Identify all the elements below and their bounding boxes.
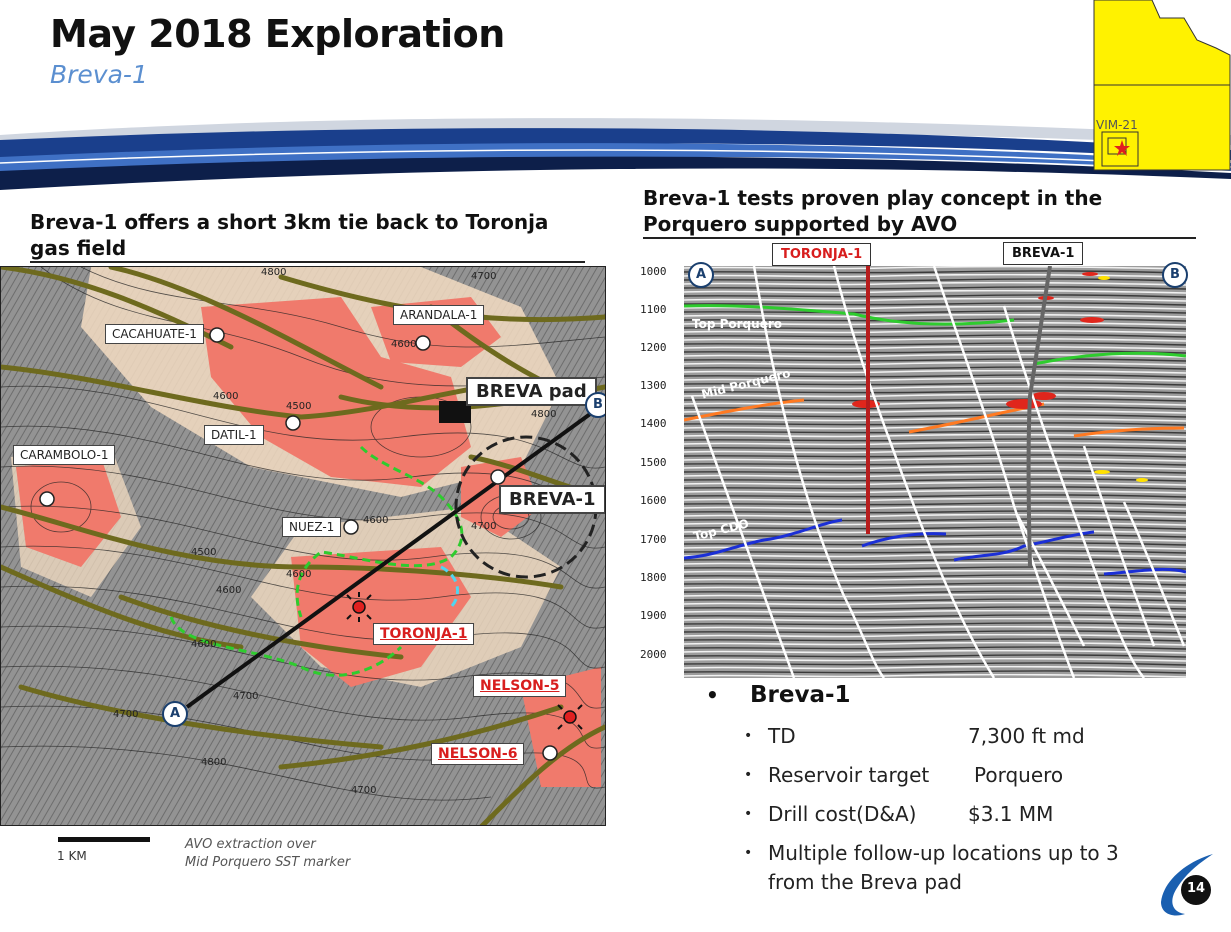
contour-label: 4600 [191, 639, 217, 650]
contour-label: 4600 [363, 515, 389, 526]
depth-tick: 2000 [640, 648, 667, 661]
depth-tick: 1700 [640, 533, 667, 546]
well-label-nuez: NUEZ-1 [282, 517, 342, 537]
contour-label: 4600 [286, 569, 312, 580]
section-end-b: B [585, 392, 605, 418]
contour-label: 4800 [201, 757, 227, 768]
contour-label: 4800 [261, 267, 287, 278]
well-label-nelson6: NELSON-6 [431, 743, 525, 765]
depth-tick: 1600 [640, 494, 667, 507]
depth-tick: 1200 [640, 341, 667, 354]
avo-note-line1: AVO extraction over [185, 837, 316, 852]
bullet-main-label: Breva-1 [750, 682, 851, 708]
bullet-key: Multiple follow-up locations up to 3 fro… [768, 841, 1119, 894]
bullet-dot-icon: • [744, 767, 753, 783]
section-end-a: A [162, 701, 188, 727]
bullet-value: Porquero [974, 763, 1064, 787]
bullet-dot-icon: • [706, 683, 719, 707]
contour-label: 4600 [391, 339, 417, 350]
bullet-value: $3.1 MM [968, 802, 1054, 826]
bullet-item-followup: • Multiple follow-up locations up to 3 f… [744, 839, 1144, 897]
bullet-item-cost: • Drill cost(D&A) $3.1 MM [744, 800, 1186, 829]
header-swoosh [0, 118, 1231, 190]
left-section-heading: Breva-1 offers a short 3km tie back to T… [30, 209, 585, 263]
contour-label: 4500 [191, 547, 217, 558]
well-label-carambolo: CARAMBOLO-1 [13, 445, 116, 465]
bullet-key: Reservoir target [768, 763, 930, 787]
page-number: 14 [1186, 881, 1206, 896]
depth-tick: 1800 [640, 571, 667, 584]
contour-label: 4700 [471, 521, 497, 532]
contour-label: 4700 [351, 785, 377, 796]
contour-label: 4600 [213, 391, 239, 402]
scale-label: 1 KM [57, 849, 87, 863]
bullet-main: • Breva-1 [706, 678, 1186, 712]
well-label-toronja: TORONJA-1 [373, 623, 475, 645]
bullet-dot-icon: • [744, 728, 753, 744]
seismic-canvas [684, 266, 1186, 678]
well-box-toronja: TORONJA-1 [772, 243, 872, 266]
well-label-breva-pad: BREVA pad [466, 377, 597, 406]
well-box-breva: BREVA-1 [1003, 242, 1084, 265]
well-label-nelson5: NELSON-5 [473, 675, 567, 697]
bullet-item-reservoir: • Reservoir target Porquero [744, 761, 1186, 790]
bullet-dot-icon: • [744, 806, 753, 822]
avo-map-canvas [1, 267, 605, 825]
depth-tick: 1300 [640, 379, 667, 392]
inset-block-label: VIM-21 [1096, 118, 1138, 132]
avo-note: AVO extraction over Mid Porquero SST mar… [185, 836, 350, 872]
scale-bar [58, 837, 150, 842]
inset-location-map [1093, 0, 1231, 171]
page-title: May 2018 Exploration [50, 12, 505, 56]
well-label-arandala: ARANDALA-1 [393, 305, 485, 325]
contour-label: 4800 [531, 409, 557, 420]
contour-label: 4600 [216, 585, 242, 596]
depth-tick: 1400 [640, 417, 667, 430]
horizon-label-top-porquero: Top Porquero [692, 317, 782, 331]
bullet-value: 7,300 ft md [968, 724, 1085, 748]
company-logo-icon [1161, 854, 1213, 916]
well-label-cacahuate: CACAHUATE-1 [105, 324, 204, 344]
contour-label: 4700 [113, 709, 139, 720]
depth-tick: 1500 [640, 456, 667, 469]
page-subtitle: Breva-1 [50, 60, 148, 89]
contour-label: 4700 [471, 271, 497, 282]
avo-map: 4800 4700 4600 4500 4600 4800 4700 4600 … [0, 266, 606, 826]
depth-tick: 1100 [640, 303, 667, 316]
contour-label: 4500 [286, 401, 312, 412]
bullet-dot-icon: • [744, 845, 753, 861]
depth-tick: 1900 [640, 609, 667, 622]
bullet-list: • Breva-1 • TD 7,300 ft md • Reservoir t… [706, 678, 1186, 897]
bullet-key: Drill cost(D&A) [768, 802, 917, 826]
depth-tick: 1000 [640, 265, 667, 278]
seismic-end-a: A [688, 262, 714, 288]
well-label-datil: DATIL-1 [204, 425, 264, 445]
avo-note-line2: Mid Porquero SST marker [185, 855, 351, 870]
seismic-end-b: B [1162, 262, 1188, 288]
bullet-key: TD [768, 724, 796, 748]
well-label-breva: BREVA-1 [499, 485, 605, 514]
seismic-section [684, 266, 1186, 678]
bullet-item-td: • TD 7,300 ft md [744, 722, 1186, 751]
right-section-heading: Breva-1 tests proven play concept in the… [643, 185, 1196, 239]
contour-label: 4700 [233, 691, 259, 702]
